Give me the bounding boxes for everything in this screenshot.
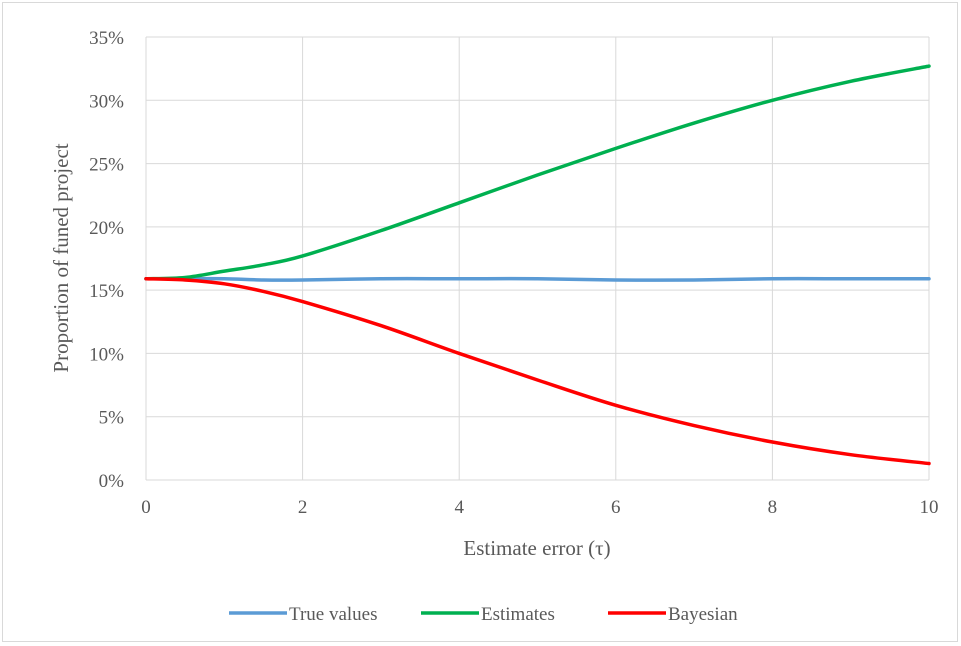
legend-label-true-values: True values: [289, 604, 378, 625]
y-tick-label: 20%: [89, 218, 124, 239]
series-line-true-values: [144, 276, 931, 282]
x-tick-label: 4: [454, 497, 464, 518]
y-tick-label: 10%: [89, 344, 124, 365]
legend: True values Estimates Bayesian: [229, 604, 738, 625]
gridlines: [145, 36, 930, 481]
x-tick-label: 8: [768, 497, 778, 518]
legend-label-bayesian: Bayesian: [668, 604, 738, 625]
series-line-bayesian: [144, 277, 931, 466]
y-tick-label: 5%: [99, 408, 125, 429]
legend-label-estimates: Estimates: [481, 604, 555, 625]
x-tick-label: 0: [141, 497, 151, 518]
x-tick-label: 6: [611, 497, 621, 518]
series-lines: [144, 64, 931, 466]
series-line-estimates: [144, 64, 931, 281]
y-tick-label: 30%: [89, 91, 124, 112]
x-tick-label: 2: [298, 497, 308, 518]
y-tick-label: 15%: [89, 281, 124, 302]
y-axis-title: Proportion of funed project: [49, 143, 73, 372]
y-tick-label: 25%: [89, 155, 124, 176]
x-tick-label: 10: [920, 497, 939, 518]
y-tick-label: 0%: [99, 471, 125, 492]
y-tick-label: 35%: [89, 28, 124, 49]
y-tick-labels: 0% 5% 10% 15% 20% 25% 30% 35%: [89, 28, 124, 492]
x-axis-title: Estimate error (τ): [463, 536, 610, 560]
x-tick-labels: 0 2 4 6 8 10: [141, 497, 938, 518]
